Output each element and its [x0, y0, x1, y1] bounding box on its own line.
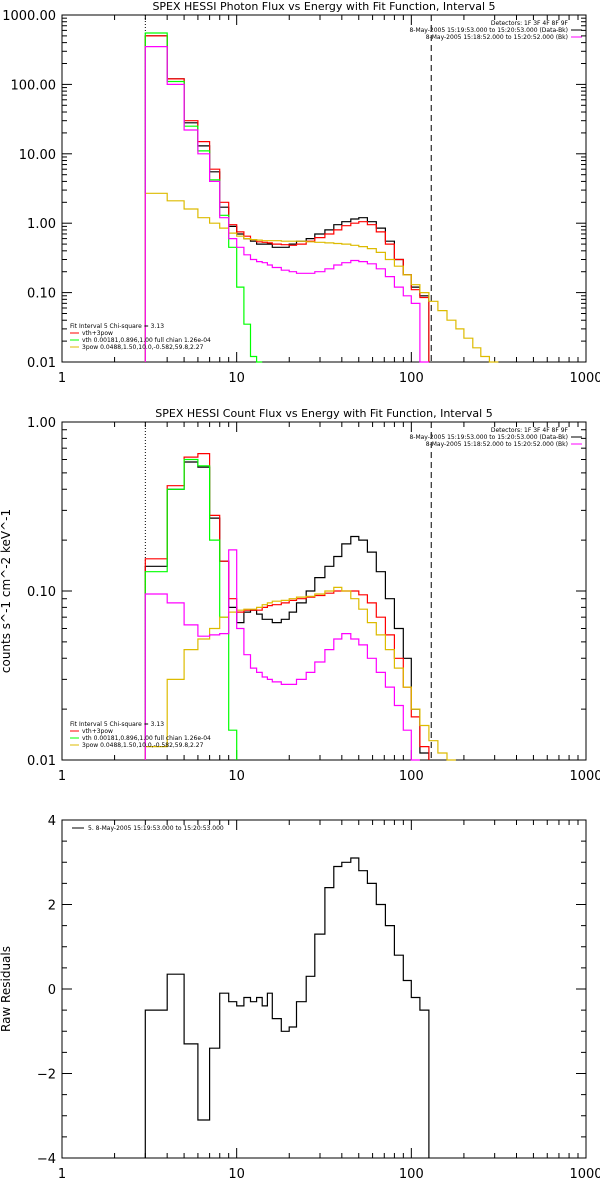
- chart-title: SPEX HESSI Count Flux vs Energy with Fit…: [155, 407, 492, 420]
- series-line-3pow: [144, 192, 499, 363]
- x-tick-label: 1000: [569, 769, 600, 784]
- x-tick-label: 1000: [569, 371, 600, 386]
- series-line-bk: [144, 549, 420, 761]
- x-tick-label: 100: [399, 769, 424, 784]
- x-tick-label: 1000: [569, 1167, 600, 1182]
- chart-3: 1 10 100 1000 −4 −2 0 2 4 Raw Residuals 5. 8-May-2…: [0, 814, 600, 1182]
- series-line-data-minus-bk: [144, 461, 430, 760]
- legend-entry: vth 0.00181,0.896,1.00 full chian 1.26e-…: [82, 337, 211, 344]
- y-tick-label: 0.01: [27, 754, 56, 769]
- series-line-vth: [144, 458, 238, 760]
- legend-entry: Fit Interval 5 Chi-square = 3.13: [70, 323, 164, 330]
- y-tick-label: 10.00: [19, 148, 56, 163]
- y-tick-label: −2: [37, 1068, 56, 1083]
- chart-2: SPEX HESSI Count Flux vs Energy with Fit…: [0, 407, 600, 784]
- legend-entry: Detectors: 1F 3F 4F 8F 9F: [491, 427, 569, 434]
- y-tick-label: 0.10: [27, 287, 56, 302]
- y-tick-label: 1000.00: [2, 9, 56, 24]
- plot-frame: [61, 819, 587, 1159]
- y-tick-label: 2: [48, 899, 56, 914]
- plot-frame: [61, 14, 587, 363]
- y-tick-label: 100.00: [11, 78, 57, 93]
- series-line-vth-3pow: [144, 453, 430, 760]
- series-line-bk: [144, 46, 429, 363]
- plot-frame: [61, 421, 587, 761]
- y-tick-label: 1.00: [27, 416, 56, 431]
- series-line-vth: [144, 32, 263, 363]
- series-line-3pow: [144, 586, 456, 761]
- y-tick-label: 4: [48, 814, 56, 829]
- x-tick-label: 10: [228, 1167, 245, 1182]
- series-line-vth-3pow: [144, 35, 430, 362]
- legend-entry: Fit Interval 5 Chi-square = 3.13: [70, 721, 164, 728]
- chart-title: SPEX HESSI Photon Flux vs Energy with Fi…: [152, 0, 495, 13]
- series-line-5-8-may-2005-15-19-53-000-to-15-20-53-000: [144, 857, 430, 1158]
- x-tick-label: 1: [58, 1167, 66, 1182]
- legend-entry: 8-May-2005 15:19:53.000 to 15:20:53.000 …: [409, 27, 568, 34]
- legend-entry: 3pow 0.0488,1.50,10.0,-0.582,59.8,2.27: [82, 742, 204, 749]
- legend-entry: vth+3pow: [82, 728, 113, 735]
- x-tick-label: 1: [58, 371, 66, 386]
- series-line-data-minus-bk: [144, 35, 430, 362]
- legend-entry: vth 0.00181,0.896,1.00 full chian 1.26e-…: [82, 735, 211, 742]
- x-tick-label: 10: [228, 371, 245, 386]
- legend-entry: 3pow 0.0488,1.50,10.0,-0.582,59.8,2.27: [82, 344, 204, 351]
- legend-entry: 5. 8-May-2005 15:19:53.000 to 15:20:53.0…: [88, 825, 224, 832]
- y-axis-label: Raw Residuals: [0, 946, 13, 1032]
- y-tick-label: −4: [37, 1152, 56, 1167]
- y-tick-label: 0: [48, 983, 56, 998]
- x-tick-label: 10: [228, 769, 245, 784]
- legend-entry: Detectors: 1F 3F 4F 8F 9F: [491, 20, 569, 27]
- y-tick-label: 0.10: [27, 585, 56, 600]
- legend-entry: 8-May-2005 15:19:53.000 to 15:20:53.000 …: [409, 434, 568, 441]
- x-tick-label: 1: [58, 769, 66, 784]
- legend-entry: vth+3pow: [82, 330, 113, 337]
- x-tick-label: 100: [399, 1167, 424, 1182]
- x-tick-label: 100: [399, 371, 424, 386]
- legend-entry: 8-May-2005 15:18:52.000 to 15:20:52.000 …: [426, 34, 568, 41]
- y-tick-label: 0.01: [27, 356, 56, 371]
- y-axis-label: counts s^-1 cm^-2 keV^-1: [0, 509, 13, 673]
- y-tick-label: 1.00: [27, 217, 56, 232]
- legend-entry: 8-May-2005 15:18:52.000 to 15:20:52.000 …: [426, 441, 568, 448]
- chart-1: SPEX HESSI Photon Flux vs Energy with Fi…: [2, 0, 600, 386]
